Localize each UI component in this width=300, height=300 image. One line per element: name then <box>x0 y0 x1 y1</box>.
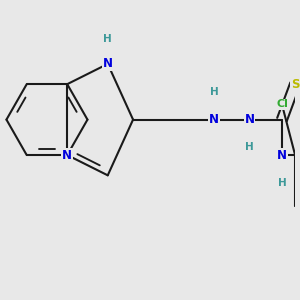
Text: H: H <box>103 34 112 44</box>
Text: H: H <box>245 142 254 152</box>
Text: N: N <box>62 148 72 162</box>
Text: N: N <box>244 113 254 126</box>
Text: N: N <box>103 57 113 70</box>
Text: Cl: Cl <box>276 99 288 110</box>
Text: N: N <box>277 148 287 162</box>
Text: H: H <box>210 87 218 97</box>
Text: N: N <box>209 113 219 126</box>
Text: H: H <box>278 178 286 188</box>
Text: S: S <box>291 78 299 91</box>
